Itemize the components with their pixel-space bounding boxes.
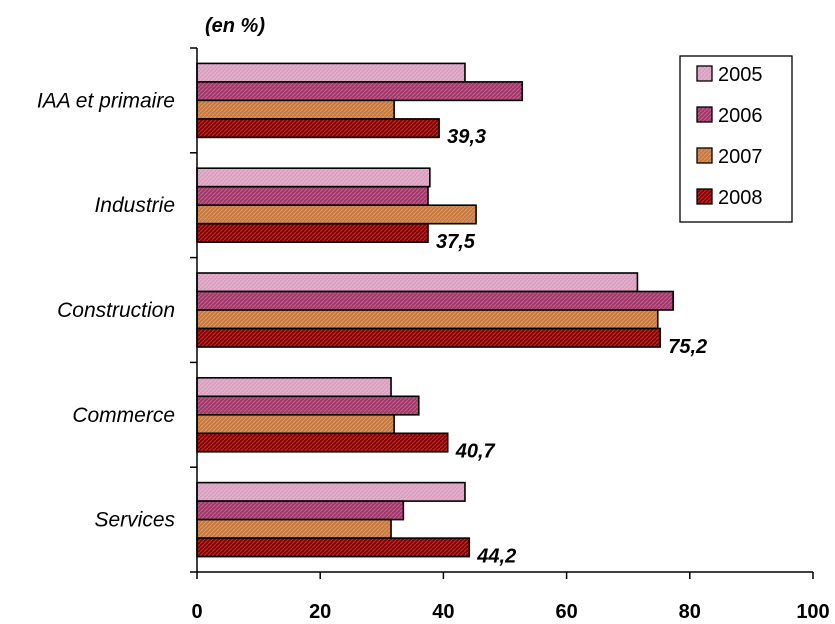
bar-2007-4 xyxy=(196,518,392,539)
unit-label: (en %) xyxy=(205,15,265,37)
legend-swatch-2007 xyxy=(696,147,713,164)
legend-swatch-2006 xyxy=(696,106,713,123)
category-labels: IAA et primaire Industrie Construction Comm… xyxy=(37,89,176,531)
bar-2006-3 xyxy=(196,395,420,416)
bar-2006-0 xyxy=(196,81,524,102)
bars-group xyxy=(196,62,674,558)
category-label: Industrie xyxy=(94,194,175,217)
bar-2008-1 xyxy=(196,222,429,243)
bar-2008-2 xyxy=(196,327,662,348)
data-labels: 39,3 37,5 75,2 40,7 44,2 xyxy=(436,126,707,567)
bar-2006-2 xyxy=(196,290,674,311)
x-tick-label: 100 xyxy=(796,601,829,623)
legend-label: 2007 xyxy=(718,146,763,168)
bar-2008-3 xyxy=(196,432,449,453)
legend-swatch-2008 xyxy=(696,188,713,205)
category-label: Services xyxy=(94,509,175,532)
x-tick-label: 80 xyxy=(679,601,701,623)
category-label: Construction xyxy=(57,299,175,322)
category-label: IAA et primaire xyxy=(37,89,175,112)
bar-2007-1 xyxy=(196,204,477,225)
data-label: 37,5 xyxy=(436,231,476,253)
bar-2008-0 xyxy=(196,118,440,139)
legend-label: 2005 xyxy=(718,64,763,86)
legend-swatch-2005 xyxy=(696,65,713,82)
data-label: 40,7 xyxy=(455,441,496,463)
bar-2006-1 xyxy=(196,185,429,206)
data-label: 75,2 xyxy=(668,336,707,358)
bar-2005-0 xyxy=(196,62,466,83)
bar-2005-3 xyxy=(196,376,392,398)
bar-2005-4 xyxy=(196,481,466,502)
category-label: Commerce xyxy=(72,404,175,427)
bar-2005-1 xyxy=(196,167,431,188)
bar-2007-0 xyxy=(196,99,395,120)
x-tick-label: 60 xyxy=(555,601,577,623)
legend: 2005 2006 2007 2008 xyxy=(679,55,793,223)
bar-2005-2 xyxy=(196,272,639,293)
legend-label: 2008 xyxy=(718,187,763,209)
x-tick-label: 0 xyxy=(191,601,202,623)
legend-label: 2006 xyxy=(718,105,763,127)
data-label: 39,3 xyxy=(447,126,486,148)
x-tick-label: 20 xyxy=(309,601,331,623)
data-label: 44,2 xyxy=(476,545,516,567)
x-tick-label: 40 xyxy=(432,601,454,623)
bar-2008-4 xyxy=(196,537,471,558)
bar-2007-3 xyxy=(196,413,395,435)
x-axis: 0 20 40 60 80 100 xyxy=(190,47,830,623)
bar-2006-4 xyxy=(196,500,405,521)
bar-2007-2 xyxy=(196,309,659,330)
